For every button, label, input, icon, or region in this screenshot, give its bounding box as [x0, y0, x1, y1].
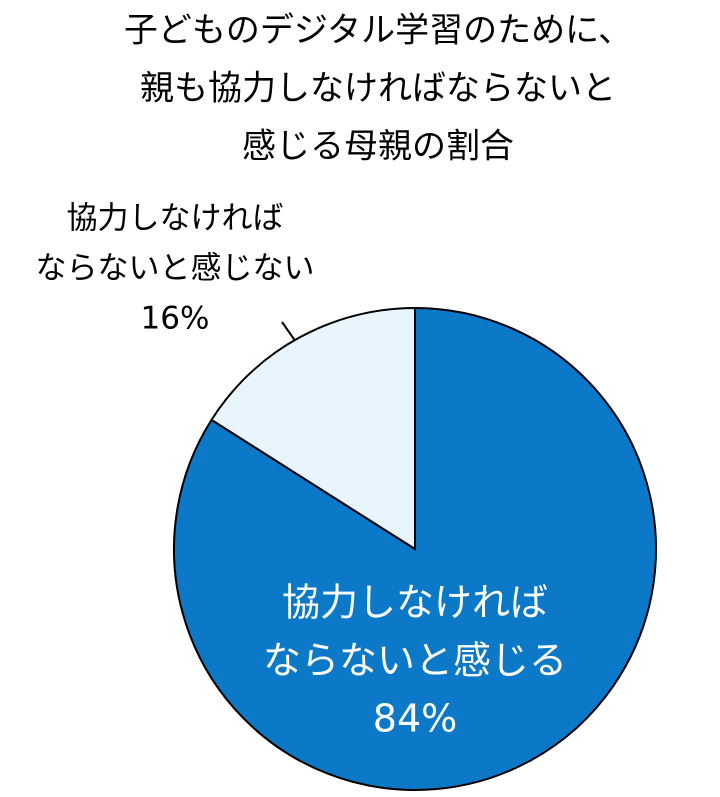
- chart-title: 子どものデジタル学習のために、: [124, 11, 632, 51]
- pie-slice: [210, 306, 416, 551]
- slice-label: ならないと感じない: [36, 251, 315, 287]
- slice-label: 協力しなければ: [282, 581, 548, 625]
- slice-label: 協力しなければ: [67, 201, 284, 237]
- chart-title: 親も協力しなければならないと: [140, 69, 616, 109]
- value-label: 84%: [373, 697, 457, 741]
- chart-title: 感じる母親の割合: [242, 127, 514, 167]
- value-label: 16%: [141, 301, 210, 337]
- slice-label: ならないと感じる: [263, 639, 567, 683]
